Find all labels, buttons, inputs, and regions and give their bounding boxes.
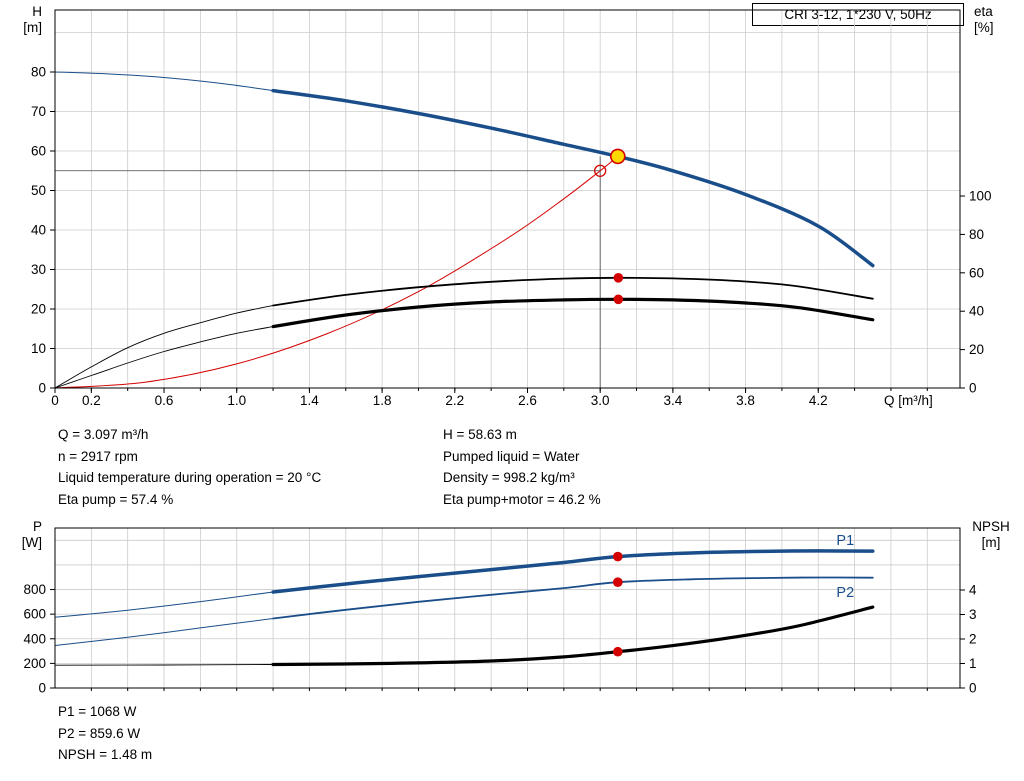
svg-text:1: 1: [969, 656, 977, 671]
svg-text:80: 80: [969, 227, 984, 242]
svg-text:3.8: 3.8: [736, 393, 755, 408]
svg-text:70: 70: [31, 104, 46, 119]
svg-text:20: 20: [969, 342, 984, 357]
eta-pump-value: Eta pump = 57.4 %: [58, 491, 174, 507]
q-axis-title: Q [m³/h]: [884, 393, 933, 408]
h-axis-symbol: H: [32, 4, 42, 19]
grid: [55, 528, 960, 688]
p-axis-title: P [W]: [6, 519, 42, 551]
svg-text:3.4: 3.4: [663, 393, 682, 408]
eta-pump-motor-value: Eta pump+motor = 46.2 %: [443, 491, 601, 507]
svg-text:40: 40: [969, 304, 984, 319]
results-block: P1 = 1068 W P2 = 859.6 W NPSH = 1.48 m: [58, 701, 152, 766]
svg-text:4.2: 4.2: [809, 393, 828, 408]
eta-axis-unit: [%]: [974, 20, 994, 35]
operating-point-dot: [613, 646, 623, 657]
svg-text:2: 2: [969, 631, 977, 646]
duty-point-marker[interactable]: [610, 148, 626, 165]
p2-curve-lead: [54, 618, 274, 646]
p2-curve: [272, 576, 874, 620]
eta-pump-motor: [271, 297, 875, 329]
requested-duty-marker: [594, 164, 607, 177]
svg-text:400: 400: [23, 631, 46, 646]
operating-point-dot: [613, 294, 624, 305]
npsh-axis-title: NPSH [m]: [962, 519, 1020, 551]
svg-text:2.2: 2.2: [445, 393, 464, 408]
h-axis-title: H [m]: [6, 4, 42, 36]
pump-title-box: CRI 3-12, 1*230 V, 50Hz: [752, 3, 964, 26]
system-curve: [54, 155, 619, 389]
pump-curve-lead: [54, 71, 274, 92]
grid: [55, 10, 960, 388]
svg-text:60: 60: [969, 265, 984, 280]
eta-axis-title: eta [%]: [974, 4, 994, 36]
axis-tick-labels: 0 0.2 0.6 1.0 1.4 1.8 2.2 2.6 3.0 3.4 3.8 4.2 0 10 20 3…: [31, 65, 992, 408]
p1-value: P1 = 1068 W: [58, 704, 137, 719]
svg-text:1.8: 1.8: [373, 393, 392, 408]
svg-text:60: 60: [31, 144, 46, 159]
svg-text:0.6: 0.6: [155, 393, 174, 408]
svg-text:0: 0: [51, 393, 59, 408]
svg-text:0: 0: [38, 681, 46, 696]
svg-text:50: 50: [31, 183, 46, 198]
axis-tick-labels: 0 200 400 600 800 0 1 2 3 4: [23, 582, 977, 695]
svg-text:10: 10: [31, 341, 46, 356]
eta-pump-lead: [54, 305, 274, 389]
pumped-liquid-value: Pumped liquid = Water: [443, 448, 580, 464]
svg-text:2.6: 2.6: [518, 393, 537, 408]
duty-info-left: Q = 3.097 m³/h n = 2917 rpm Liquid tempe…: [58, 424, 321, 510]
pump-curve: [271, 88, 875, 268]
svg-text:100: 100: [969, 189, 992, 204]
eta-axis-symbol: eta: [974, 4, 993, 19]
p1-curve: [271, 549, 875, 594]
duty-crosshair: [55, 156, 601, 388]
plot-frame: [54, 527, 961, 689]
svg-text:80: 80: [31, 65, 46, 80]
svg-text:30: 30: [31, 262, 46, 277]
density-value: Density = 998.2 kg/m³: [443, 470, 575, 485]
svg-text:3: 3: [969, 607, 977, 622]
p-axis-symbol: P: [32, 519, 42, 534]
svg-text:1.0: 1.0: [227, 393, 246, 408]
p1-curve-lead: [54, 591, 274, 618]
axis-ticks: [50, 71, 965, 393]
h-axis-unit: [m]: [23, 20, 42, 35]
eta-pump: [272, 276, 874, 307]
npsh-axis-unit: [m]: [981, 535, 1001, 550]
curve-label-p1: P1: [836, 533, 854, 549]
eta-pump-motor-lead: [54, 326, 274, 389]
svg-text:40: 40: [31, 223, 46, 238]
npsh-curve-lead: [54, 664, 274, 666]
power-npsh-chart: 0 200 400 600 800 0 1 2 3 4 P1 P2: [23, 527, 977, 696]
svg-text:0: 0: [969, 381, 977, 396]
p2-value: P2 = 859.6 W: [58, 725, 141, 741]
duty-info-right: H = 58.63 m Pumped liquid = Water Densit…: [443, 424, 601, 510]
svg-text:0: 0: [969, 681, 977, 696]
svg-text:3.0: 3.0: [591, 393, 610, 408]
liquid-temperature-value: Liquid temperature during operation = 20…: [58, 470, 322, 485]
npsh-axis-symbol: NPSH: [972, 519, 1010, 534]
svg-text:0.2: 0.2: [82, 393, 101, 408]
svg-text:600: 600: [23, 607, 46, 622]
svg-text:200: 200: [23, 656, 46, 671]
npsh-value: NPSH = 1.48 m: [58, 747, 153, 762]
head-value: H = 58.63 m: [443, 427, 517, 442]
operating-point-dot: [613, 551, 623, 562]
plot-frame: [54, 9, 961, 389]
curve-label-p2: P2: [836, 585, 854, 601]
svg-text:20: 20: [31, 302, 46, 317]
svg-text:1.4: 1.4: [300, 393, 319, 408]
p-axis-unit: [W]: [21, 535, 42, 550]
axis-ticks: [50, 589, 965, 691]
flow-value: Q = 3.097 m³/h: [58, 427, 149, 442]
speed-value: n = 2917 rpm: [58, 448, 138, 464]
qh-eta-chart: 0 0.2 0.6 1.0 1.4 1.8 2.2 2.6 3.0 3.4 3.8 4.2 0 10 20 3…: [31, 9, 992, 408]
svg-text:0: 0: [38, 381, 46, 396]
svg-text:800: 800: [23, 582, 46, 597]
svg-text:4: 4: [969, 582, 977, 597]
npsh-curve: [271, 605, 875, 667]
operating-point-dot: [613, 577, 623, 588]
operating-point-dot: [613, 273, 624, 283]
